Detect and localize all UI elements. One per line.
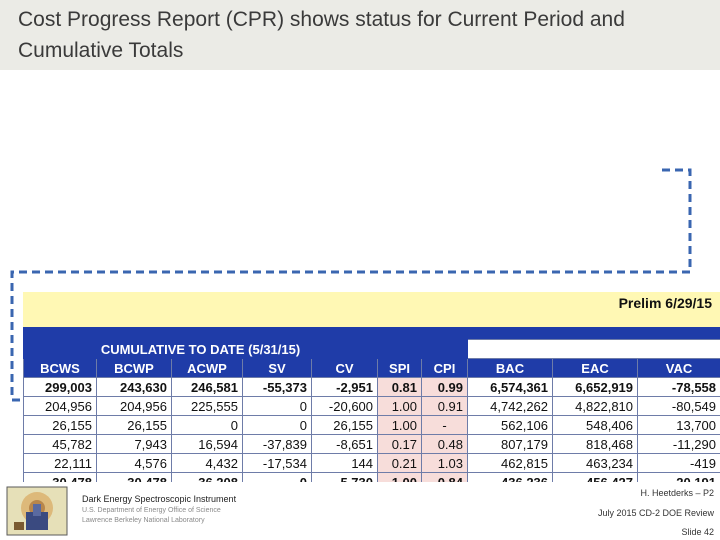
cell-acwp: 225,555 — [171, 396, 243, 416]
slide-title-line-1: Cost Progress Report (CPR) shows status … — [18, 8, 625, 31]
cell-vac: -11,290 — [637, 434, 720, 454]
cell-bcws: 26,155 — [23, 415, 97, 435]
cell-bcwp: 243,630 — [96, 377, 172, 397]
cell-spi: 1.00 — [377, 396, 423, 416]
cell-bcws: 45,782 — [23, 434, 97, 454]
cell-bac: 6,574,361 — [467, 377, 554, 397]
cell-cv: -20,600 — [310, 396, 379, 416]
cell-spi: 1.00 — [377, 415, 423, 435]
column-header-spi: SPI — [377, 358, 423, 378]
column-header-cpi: CPI — [421, 358, 469, 378]
cell-cv: -8,651 — [310, 434, 379, 454]
table-row: 45,782 7,943 16,594 -37,839 -8,651 0.17 0.48 80… — [23, 434, 720, 454]
cell-cv: 26,155 — [310, 415, 379, 435]
org-name: Dark Energy Spectroscopic Instrument — [82, 494, 237, 504]
title-band: Cost Progress Report (CPR) shows status … — [0, 0, 720, 70]
org-department: U.S. Department of Energy Office of Scie… — [82, 507, 221, 514]
cell-vac: -419 — [637, 453, 720, 473]
cell-bac: 562,106 — [467, 415, 554, 435]
cell-bcws: 299,003 — [23, 377, 97, 397]
cell-cpi: 1.03 — [421, 453, 469, 473]
cell-spi: 0.21 — [377, 453, 423, 473]
table-row: 26,155 26,155 0 0 26,155 1.00-562,106 548,406 1… — [23, 415, 720, 435]
cell-acwp: 0 — [171, 415, 243, 435]
table-row: 299,003 243,630 246,581 -55,373 -2,951 0.81 0.… — [23, 377, 720, 397]
cell-eac: 818,468 — [552, 434, 639, 454]
cell-acwp: 4,432 — [171, 453, 243, 473]
cell-cpi: 0.48 — [421, 434, 469, 454]
column-header-sv: SV — [242, 358, 312, 378]
column-header-cv: CV — [310, 358, 379, 378]
slide-footer: Dark Energy Spectroscopic Instrument U.S… — [0, 482, 720, 540]
cell-sv: 0 — [242, 396, 312, 416]
cell-eac: 4,822,810 — [552, 396, 639, 416]
dashed-callout-line — [10, 168, 692, 402]
band-filler — [377, 339, 469, 359]
column-header-acwp: ACWP — [171, 358, 243, 378]
cell-cpi: 0.99 — [421, 377, 469, 397]
org-laboratory: Lawrence Berkeley National Laboratory — [82, 517, 205, 524]
cell-eac: 463,234 — [552, 453, 639, 473]
desi-logo-icon — [6, 486, 68, 536]
cell-acwp: 246,581 — [171, 377, 243, 397]
cumulative-band-top — [23, 327, 720, 339]
cell-bcwp: 26,155 — [96, 415, 172, 435]
cell-sv: -37,839 — [242, 434, 312, 454]
cell-bcws: 22,111 — [23, 453, 97, 473]
cell-bac: 4,742,262 — [467, 396, 554, 416]
column-header-row: BCWS BCWP ACWP SV CV SPI CPI BAC EAC VAC — [23, 358, 720, 378]
cpr-table-panel: Prelim 6/29/15 CUMULATIVE TO DATE (5/31/… — [22, 292, 720, 492]
cell-acwp: 16,594 — [171, 434, 243, 454]
cell-bac: 462,815 — [467, 453, 554, 473]
prelim-label: Prelim 6/29/15 — [618, 295, 712, 311]
cpr-table: CUMULATIVE TO DATE (5/31/15) BCWS BCWP ACWP… — [22, 339, 720, 492]
cell-sv: -55,373 — [242, 377, 312, 397]
cell-cpi: - — [421, 415, 469, 435]
band-gap — [467, 339, 720, 359]
cell-bcwp: 7,943 — [96, 434, 172, 454]
cell-spi: 0.17 — [377, 434, 423, 454]
event-label: July 2015 CD-2 DOE Review — [597, 508, 714, 518]
column-header-bcws: BCWS — [23, 358, 97, 378]
column-header-bcwp: BCWP — [96, 358, 172, 378]
slide-number: Slide 42 — [681, 527, 714, 537]
cumulative-label: CUMULATIVE TO DATE (5/31/15) — [22, 339, 379, 359]
cell-vac: 13,700 — [637, 415, 720, 435]
cell-cpi: 0.91 — [421, 396, 469, 416]
cell-bcwp: 4,576 — [96, 453, 172, 473]
cell-eac: 548,406 — [552, 415, 639, 435]
cell-bcwp: 204,956 — [96, 396, 172, 416]
cell-sv: -17,534 — [242, 453, 312, 473]
column-header-eac: EAC — [552, 358, 639, 378]
slide-title-line-2: Cumulative Totals — [18, 39, 184, 62]
table-row: 22,111 4,576 4,432 -17,534 144 0.21 1.03 462,81… — [23, 453, 720, 473]
presenter-label: H. Heetderks – P2 — [640, 488, 714, 498]
cell-vac: -78,558 — [637, 377, 720, 397]
cell-cv: 144 — [310, 453, 379, 473]
cell-bac: 807,179 — [467, 434, 554, 454]
cell-bcws: 204,956 — [23, 396, 97, 416]
table-row: 204,956 204,956 225,555 0 -20,600 1.00 0.91 4,7… — [23, 396, 720, 416]
cell-vac: -80,549 — [637, 396, 720, 416]
cell-cv: -2,951 — [310, 377, 379, 397]
cell-spi: 0.81 — [377, 377, 423, 397]
column-header-bac: BAC — [467, 358, 554, 378]
prelim-bar: Prelim 6/29/15 — [23, 292, 720, 327]
cell-eac: 6,652,919 — [552, 377, 639, 397]
column-header-vac: VAC — [637, 358, 720, 378]
cumulative-band-row: CUMULATIVE TO DATE (5/31/15) — [22, 339, 720, 359]
cell-sv: 0 — [242, 415, 312, 435]
